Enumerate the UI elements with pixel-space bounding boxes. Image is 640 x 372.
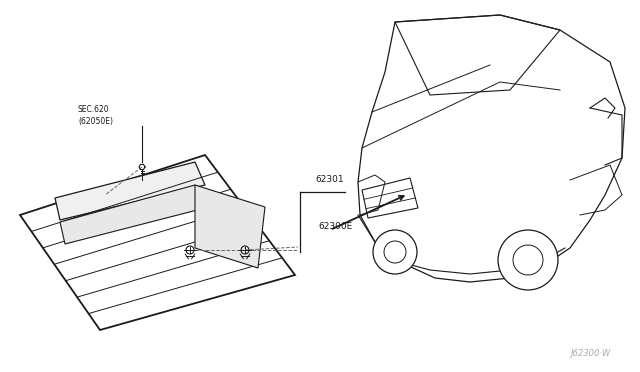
Text: 62300E: 62300E <box>318 222 352 231</box>
Text: 62301: 62301 <box>315 175 344 184</box>
Circle shape <box>498 230 558 290</box>
Polygon shape <box>358 15 625 282</box>
Circle shape <box>373 230 417 274</box>
Polygon shape <box>55 162 205 220</box>
Text: J62300·W: J62300·W <box>570 349 611 358</box>
Polygon shape <box>195 185 265 268</box>
Text: SEC.620
(62050E): SEC.620 (62050E) <box>78 105 113 126</box>
Polygon shape <box>60 185 205 244</box>
